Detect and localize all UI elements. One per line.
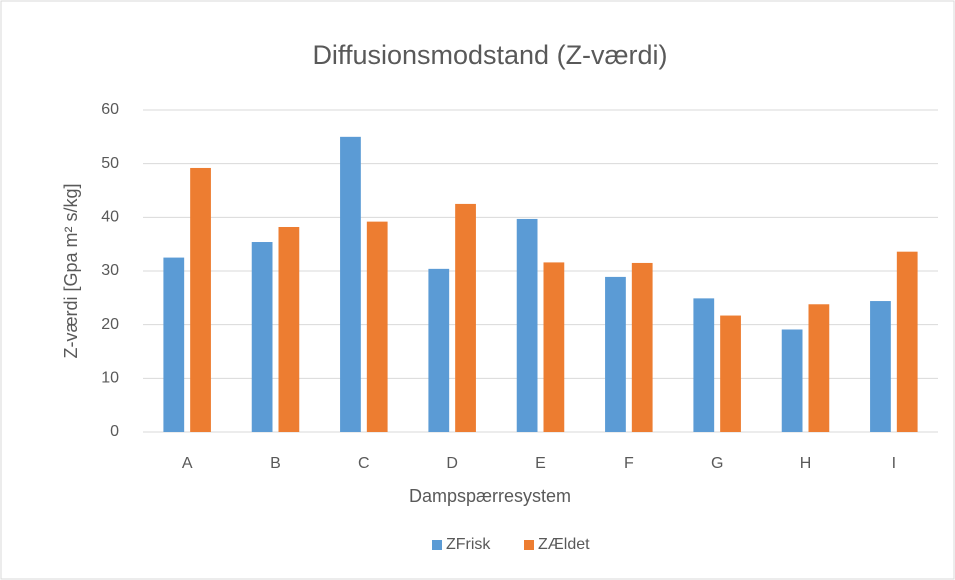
- bar: [808, 304, 830, 432]
- bar: [190, 167, 211, 432]
- bar: [631, 262, 653, 432]
- y-tick-label: 50: [101, 155, 119, 172]
- chart-title: Diffusionsmodstand (Z-værdi): [312, 40, 667, 70]
- x-tick-label: D: [446, 455, 458, 472]
- x-tick-label: C: [358, 455, 370, 472]
- legend-swatch: [524, 540, 534, 550]
- x-tick-label: E: [535, 455, 546, 472]
- bar: [870, 301, 891, 432]
- bar: [340, 136, 361, 433]
- y-tick-label: 30: [101, 262, 119, 279]
- bar: [366, 221, 388, 432]
- x-tick-label: G: [711, 455, 723, 472]
- x-tick-label: H: [800, 455, 812, 472]
- bar: [278, 226, 300, 432]
- legend-label: ZÆldet: [538, 536, 590, 553]
- y-tick-label: 10: [101, 370, 119, 387]
- y-tick-label: 40: [101, 209, 119, 226]
- bar: [720, 315, 741, 432]
- bar: [543, 262, 565, 432]
- x-axis-label: Dampspærresystem: [409, 486, 571, 506]
- legend-swatch: [432, 540, 442, 550]
- y-tick-label: 0: [110, 423, 119, 440]
- x-tick-label: A: [182, 455, 193, 472]
- bar: [693, 298, 715, 432]
- bar: [781, 329, 803, 432]
- bar: [605, 276, 626, 432]
- x-tick-label: F: [624, 455, 634, 472]
- y-tick-label: 20: [101, 316, 119, 333]
- legend-label: ZFrisk: [446, 536, 491, 553]
- bar: [455, 203, 476, 432]
- bar: [428, 268, 450, 432]
- bar: [163, 257, 185, 432]
- y-tick-label: 60: [101, 101, 119, 118]
- y-axis-label: Z-værdi [Gpa m² s/kg]: [61, 183, 81, 358]
- bar: [896, 251, 918, 432]
- x-tick-label: I: [892, 455, 896, 472]
- x-tick-label: B: [270, 455, 281, 472]
- bar: [251, 242, 273, 432]
- bar: [516, 218, 538, 432]
